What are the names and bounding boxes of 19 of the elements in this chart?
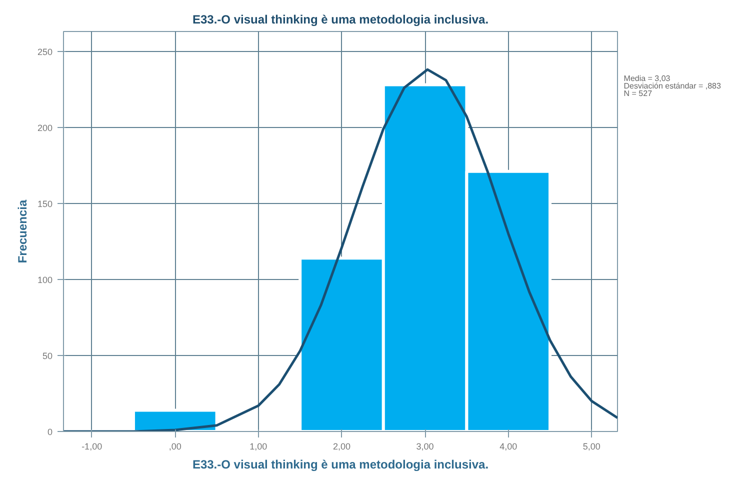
text: Desviación estándar = ,883 — [624, 81, 722, 90]
x-tick-label: 1,00 — [250, 442, 268, 452]
text: Media = 3,03 — [624, 74, 671, 83]
y-axis-title: Frecuencia — [15, 199, 30, 264]
x-tick-label: 3,00 — [416, 442, 434, 452]
x-axis-title: E33.-O visual thinking è uma metodologia inclusiva. — [192, 458, 489, 472]
x-tick-label: -1,00 — [82, 442, 102, 452]
y-tick-label: 150 — [37, 198, 53, 209]
chart-title: E33.-O visual thinking è uma metodologia inclusiva. — [192, 12, 489, 26]
x-tick-label: 2,00 — [332, 442, 351, 452]
x-tick-label: ,00 — [168, 442, 182, 452]
text: N = 527 — [624, 88, 653, 98]
y-tick-label: 200 — [37, 122, 53, 133]
x-tick-label: 5,00 — [582, 442, 600, 452]
x-tick-label: 4,00 — [500, 442, 518, 452]
y-tick-label: 50 — [42, 350, 53, 361]
y-tick-label: 0 — [47, 427, 53, 437]
y-tick-label: 100 — [37, 274, 53, 285]
y-tick-label: 250 — [37, 46, 53, 57]
